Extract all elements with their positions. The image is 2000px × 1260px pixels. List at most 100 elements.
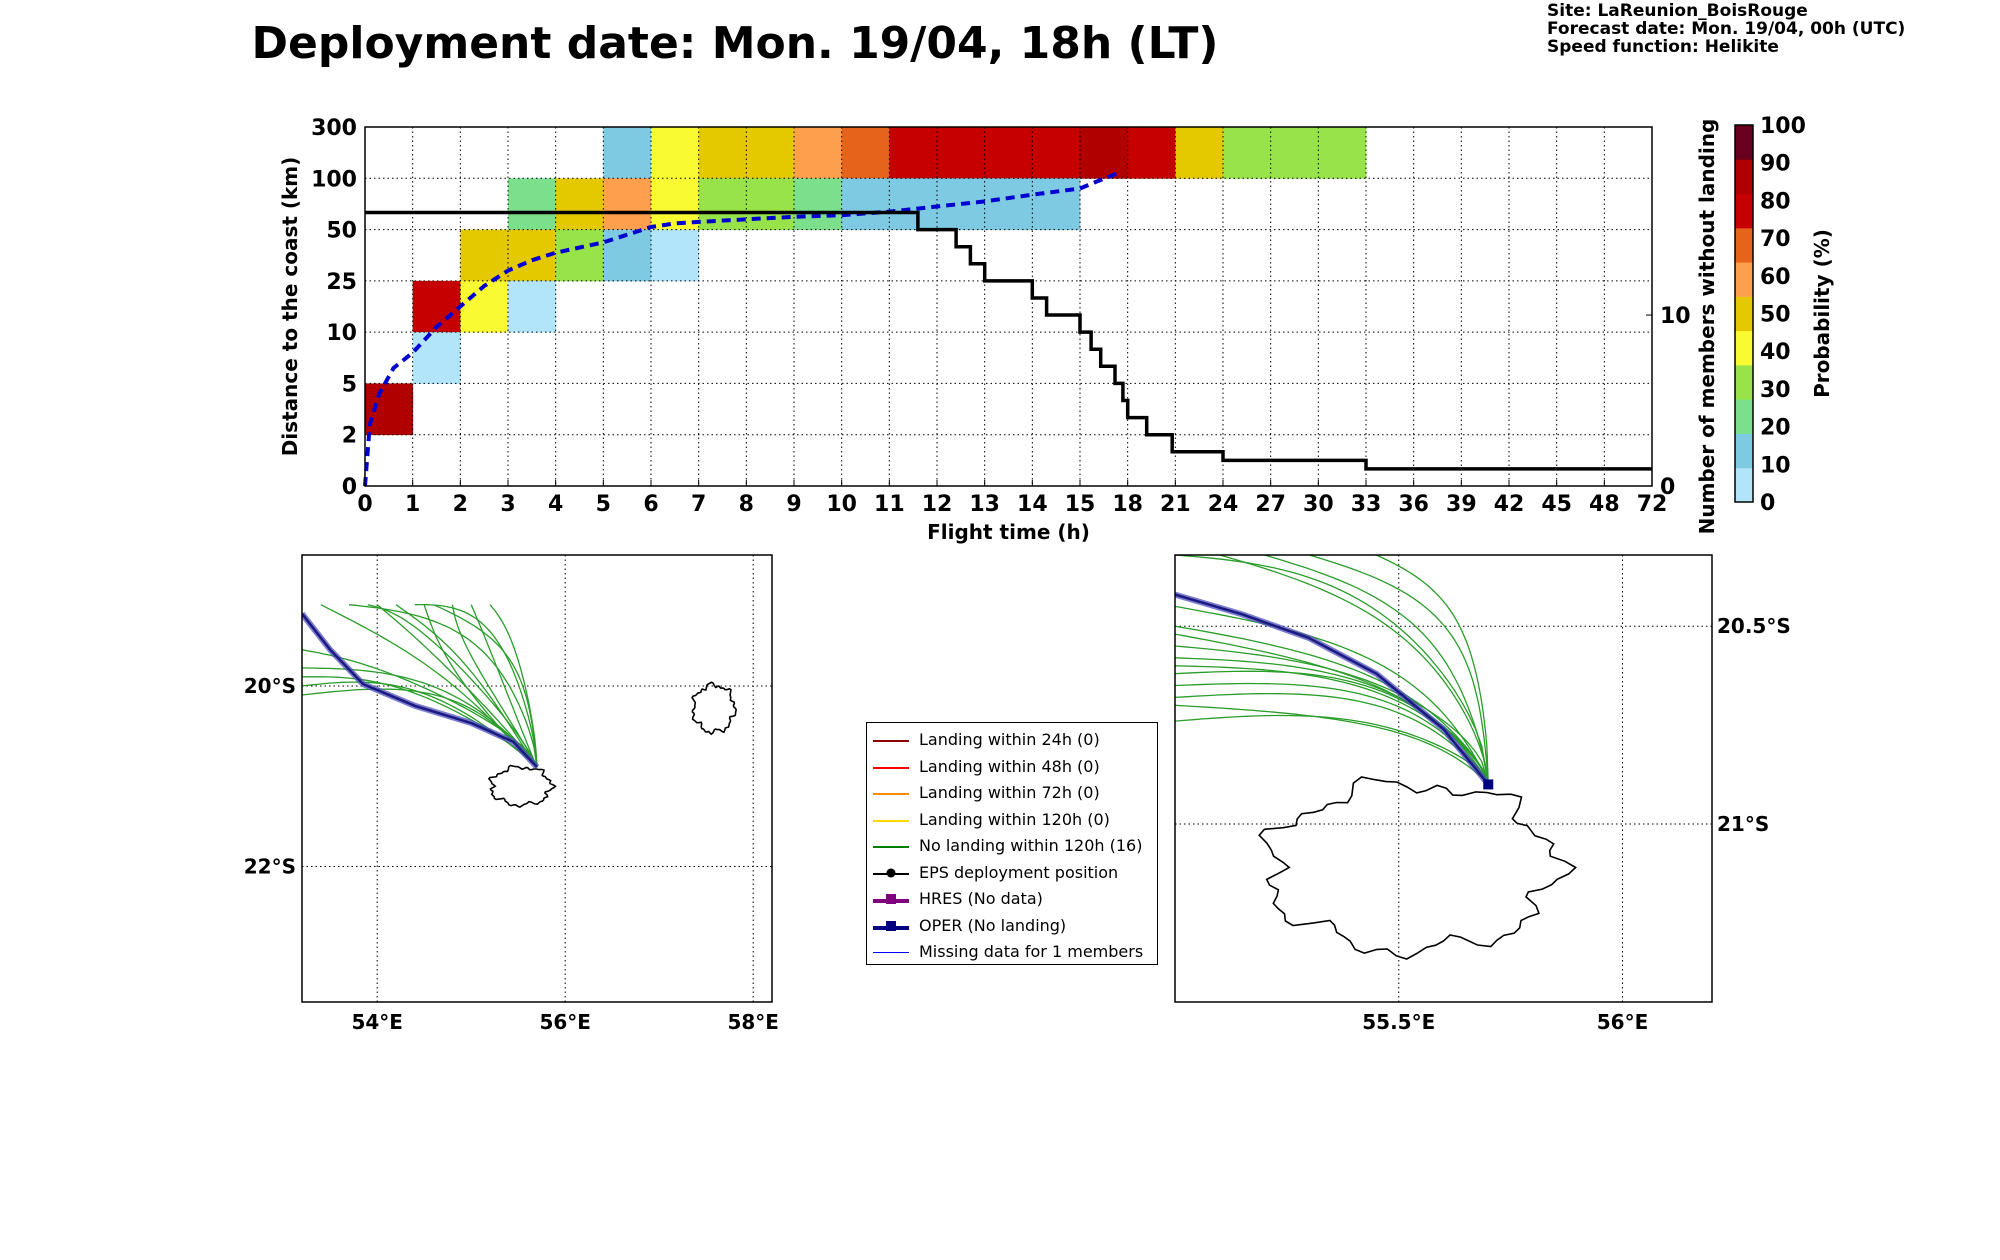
legend-marker [886,894,896,904]
legend-swatch [873,793,909,795]
ensemble-trajectory [1175,682,1489,785]
colorbar-segment [1735,330,1753,366]
legend-label: No landing within 120h (16) [919,836,1143,855]
heatmap-cell [794,178,843,230]
heatmap-cell [460,229,509,282]
colorbar-tick-label: 60 [1760,265,1791,290]
longitude-label: 56°E [1597,1010,1649,1034]
latitude-label: 20.5°S [1717,614,1791,638]
y-tick-label: 5 [342,372,357,397]
legend-swatch [873,846,909,848]
legend-label: OPER (No landing) [919,915,1067,935]
heatmap-cell [1223,127,1272,179]
mauritius-coastline [691,681,738,736]
ensemble-trajectory [1175,714,1489,785]
x-tick-label: 36 [1398,492,1429,517]
heatmap-cell [1080,127,1129,179]
probability-heatmap-chart: 0 1 2 3 4 5 6 7 8 9 10 11 12 13 14 15 18 21 24 27 30 33 36 39 42… [278,114,1834,544]
x-tick-label: 1 [405,492,420,517]
x-axis-label: Flight time (h) [927,520,1090,544]
reunion-coastline [487,764,557,808]
colorbar-tick-label: 10 [1760,453,1791,478]
ensemble-trajectory [1175,625,1489,785]
deployment-marker [1483,779,1494,790]
heatmap-cell [746,127,795,179]
heatmap-cell [1032,178,1081,230]
x-tick-label: 10 [826,492,857,517]
x-tick-label: 24 [1208,492,1239,517]
heatmap-cell [698,127,747,179]
colorbar-segment [1735,399,1753,434]
heatmap-cell [889,127,938,179]
ensemble-trajectory [302,676,538,768]
colorbar-tick-label: 50 [1760,303,1791,328]
x-tick-label: 72 [1637,492,1668,517]
x-tick-label: 11 [874,492,905,517]
heatmap-cell [1127,127,1176,179]
x-tick-label: 9 [786,492,801,517]
y-tick-label: 300 [311,116,357,141]
legend-item: OPER (No landing) [867,913,1157,940]
legend-item: HRES (No data) [867,886,1157,913]
zoom-map: 55.5°E 56°E 20.5°S 21°S [1174,554,1791,1034]
colorbar-tick-label: 80 [1760,189,1791,214]
longitude-label: 54°E [351,1010,403,1034]
legend-label: HRES (No data) [919,889,1043,908]
ensemble-trajectory [1175,704,1489,785]
heatmap-cell [651,178,700,230]
x-tick-label: 30 [1303,492,1334,517]
legend-label: Landing within 24h (0) [919,730,1100,749]
y-tick-label: 0 [342,475,357,500]
oper-trajectory [1175,593,1490,786]
ensemble-trajectory [1376,555,1489,785]
forecast-date-label: Forecast date: Mon. 19/04, 00h (UTC) [1547,19,1906,39]
ensemble-trajectory [1264,555,1489,785]
legend-label: Landing within 48h (0) [919,756,1100,776]
x-tick-label: 21 [1160,492,1191,517]
legend-label: EPS deployment position [919,862,1119,882]
heatmap-cell [1175,127,1224,179]
heatmap-cell [555,229,604,282]
heatmap-cell [1270,127,1319,179]
legend-item: Landing within 120h (0) [867,807,1157,834]
x-tick-label: 5 [596,492,611,517]
y-tick-label: 50 [326,219,357,244]
colorbar-segment [1735,125,1753,160]
x-tick-label: 15 [1065,492,1096,517]
x-tick-label: 48 [1589,492,1620,517]
x-tick-label: 4 [548,492,563,517]
legend-item: Landing within 72h (0) [867,780,1157,807]
ensemble-trajectory [1175,555,1489,785]
heatmap-cell [603,178,652,230]
y2-tick-label: 10 [1660,304,1691,329]
legend-item: Landing within 24h (0) [867,727,1157,754]
colorbar-segment [1735,227,1753,263]
reunion-coastline [1258,776,1577,960]
ensemble-trajectory [1175,605,1489,785]
colorbar-segment [1735,467,1753,503]
heatmap-cell [746,178,795,230]
ensemble-trajectory [414,603,538,768]
ensemble-trajectory [423,604,538,768]
ensemble-trajectory [1175,633,1489,785]
x-tick-label: 33 [1351,492,1382,517]
heatmap-cell [508,280,557,333]
ensemble-trajectory [489,604,538,768]
colorbar-tick-label: 0 [1760,491,1775,516]
map-content [302,555,772,1002]
members-without-landing-line [365,210,1652,471]
heatmap-cell [555,178,604,230]
legend-item: Landing within 48h (0) [867,754,1157,781]
y2-tick-label: 0 [1660,475,1675,500]
x-tick-label: 39 [1446,492,1477,517]
heatmap-cell [651,127,700,179]
latitude-label: 21°S [1717,812,1769,836]
x-tick-label: 0 [357,492,372,517]
legend-swatch [873,740,909,742]
heatmap-cell [508,178,557,230]
ensemble-trajectory [367,604,538,768]
heatmap-cell [1318,127,1367,179]
latitude-label: 20°S [244,674,296,698]
colorbar-segment [1735,262,1753,297]
ensemble-trajectory [1175,657,1489,785]
